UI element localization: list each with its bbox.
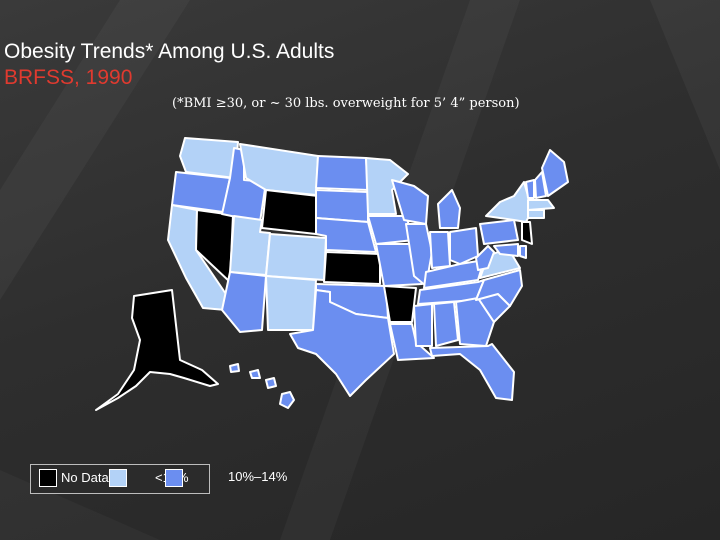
slide-title: Obesity Trends* Among U.S. Adults xyxy=(4,40,335,63)
state-mi xyxy=(437,189,461,229)
state-al xyxy=(433,301,459,347)
us-map xyxy=(95,137,569,411)
state-de xyxy=(519,245,527,259)
state-vt xyxy=(525,179,535,199)
state-az xyxy=(221,271,267,333)
state-in xyxy=(429,231,451,269)
state-ks xyxy=(323,251,381,285)
legend-swatch-under-10 xyxy=(109,469,127,487)
state-mn xyxy=(365,157,409,215)
state-nc xyxy=(475,269,523,307)
state-ga xyxy=(455,297,495,347)
state-ny xyxy=(485,181,533,223)
state-nj xyxy=(521,221,533,245)
state-il xyxy=(405,223,433,287)
state-ar xyxy=(383,285,417,323)
state-ct xyxy=(527,209,545,219)
state-nd xyxy=(315,155,369,191)
map-legend: No Data <10% xyxy=(30,464,210,494)
state-ne xyxy=(315,217,377,253)
state-co xyxy=(265,233,327,281)
state-nh xyxy=(534,171,547,199)
slide-subtitle: BRFSS, 1990 xyxy=(4,66,133,89)
state-hi-kauai xyxy=(229,363,240,373)
state-oh xyxy=(449,227,479,265)
legend-label-no-data: No Data xyxy=(61,470,109,485)
state-sd xyxy=(315,189,369,223)
state-wa xyxy=(179,137,239,179)
state-nm xyxy=(265,275,317,331)
legend-swatch-no-data xyxy=(39,469,57,487)
legend-swatch-10-14 xyxy=(165,469,183,487)
state-me xyxy=(541,149,569,197)
state-la xyxy=(389,323,435,361)
state-tx xyxy=(289,289,395,397)
state-wy xyxy=(261,189,319,235)
state-ak xyxy=(95,289,219,411)
state-wi xyxy=(391,179,429,225)
state-md xyxy=(493,243,519,257)
legend-label-10-14: 10%–14% xyxy=(228,469,288,484)
state-ms xyxy=(413,303,433,347)
state-pa xyxy=(479,219,519,245)
state-wv xyxy=(475,245,495,271)
state-hi xyxy=(279,391,295,409)
state-fl xyxy=(429,343,515,401)
state-hi-oahu xyxy=(249,369,261,379)
state-ma xyxy=(527,199,555,211)
state-hi-maui xyxy=(265,377,277,389)
bmi-footnote: (*BMI ≥30, or ~ 30 lbs. overweight for 5… xyxy=(172,96,520,111)
